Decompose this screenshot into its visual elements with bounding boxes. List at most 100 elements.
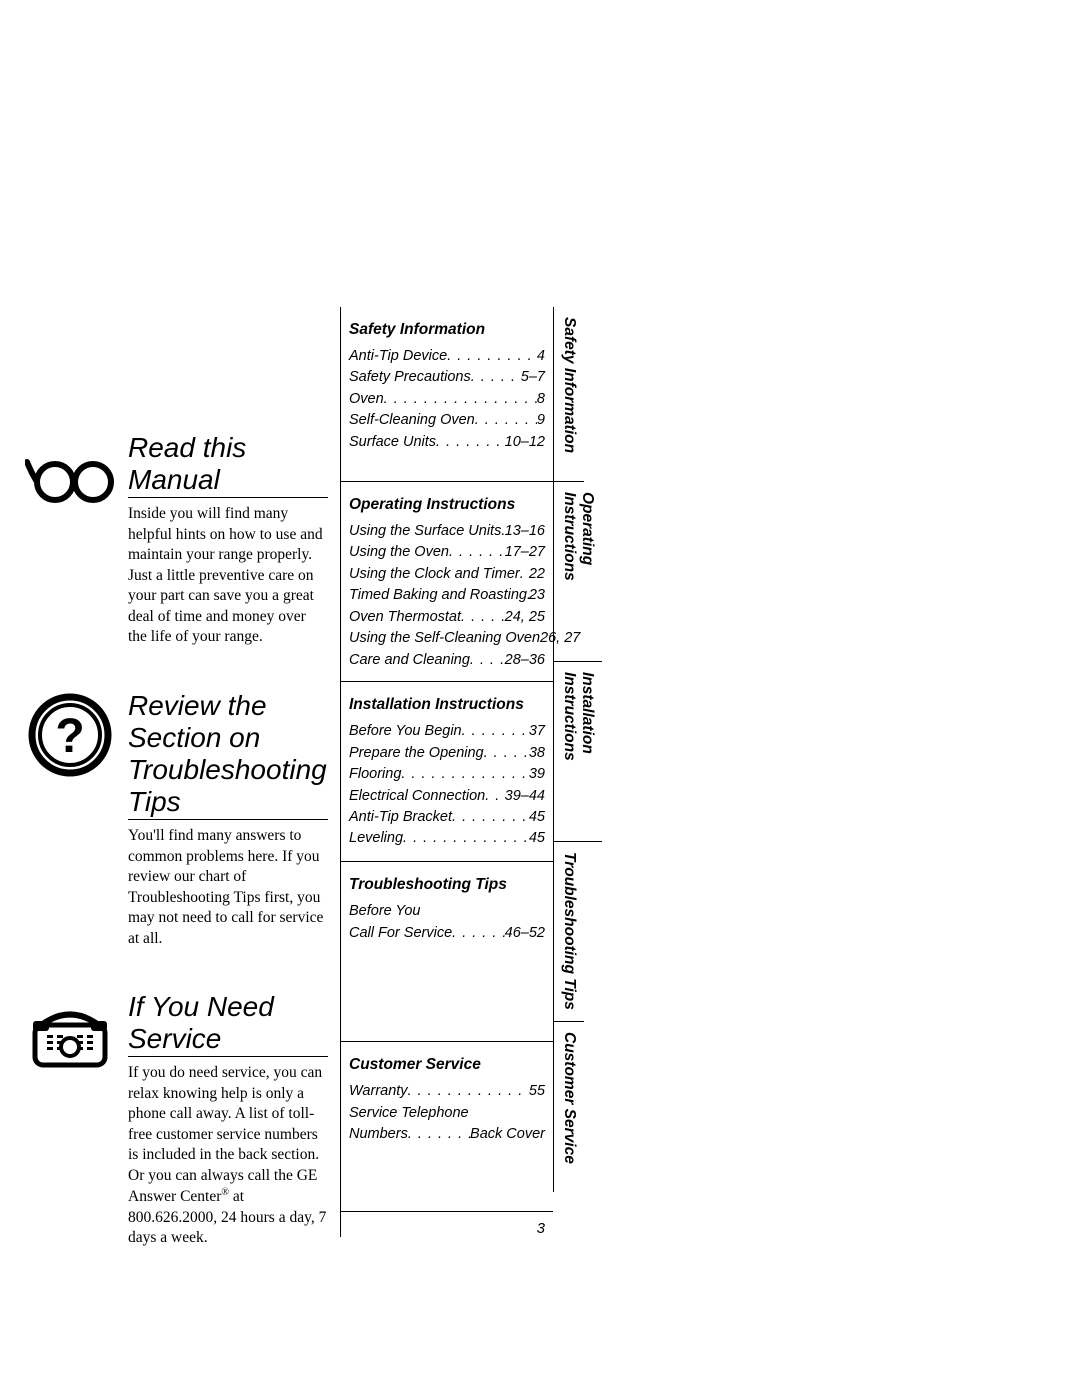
- toc-label: Anti-Tip Bracket: [349, 807, 452, 828]
- side-tab: Installation Instructions: [553, 662, 602, 842]
- toc-heading: Installation Instructions: [349, 696, 545, 714]
- toc-row: Before You Begin37: [349, 721, 545, 742]
- toc-page: 9: [537, 410, 545, 431]
- toc-page: 23: [529, 585, 545, 606]
- toc-page: 39: [529, 764, 545, 785]
- toc-heading: Operating Instructions: [349, 496, 545, 514]
- question-icon: ?: [20, 690, 120, 785]
- toc-heading: Troubleshooting Tips: [349, 876, 545, 894]
- toc-page: 4: [537, 346, 545, 367]
- toc-dots: [436, 432, 505, 453]
- toc-label: Using the Oven: [349, 542, 449, 563]
- toc-page: 17–27: [505, 542, 545, 563]
- toc-dots: [501, 521, 504, 542]
- svg-text:?: ?: [55, 710, 84, 763]
- toc-dots: [401, 764, 528, 785]
- body-troubleshooting: You'll find many answers to common probl…: [128, 826, 328, 949]
- toc-section: Troubleshooting Tips Before YouCall For S…: [341, 862, 553, 1042]
- toc-label: Leveling: [349, 828, 403, 849]
- toc-label: Safety Precautions: [349, 367, 471, 388]
- toc-row: Numbers Back Cover: [349, 1124, 545, 1145]
- toc-dots: [408, 1081, 529, 1102]
- toc-row: Service Telephone: [349, 1103, 545, 1124]
- section-troubleshooting: ? Review the Section on Troubleshooting …: [20, 690, 330, 949]
- glasses-icon: [20, 432, 120, 527]
- toc-dots: [447, 346, 537, 367]
- toc-row: Using the Oven 17–27: [349, 542, 545, 563]
- toc-page: 10–12: [505, 432, 545, 453]
- toc-label: Self-Cleaning Oven: [349, 410, 475, 431]
- toc-row: Using the Surface Units13–16: [349, 521, 545, 542]
- toc-label: Care and Cleaning: [349, 650, 470, 671]
- toc-page: 5–7: [521, 367, 545, 388]
- toc-row: Surface Units 10–12: [349, 432, 545, 453]
- toc-label: Using the Clock and Timer: [349, 564, 520, 585]
- section-service: If You Need Service If you do need servi…: [20, 991, 330, 1249]
- toc-page: Back Cover: [470, 1124, 545, 1145]
- side-tab: Customer Service: [553, 1022, 584, 1192]
- toc-heading: Customer Service: [349, 1056, 545, 1074]
- toc-row: Oven Thermostat24, 25: [349, 607, 545, 628]
- toc-dots: [520, 564, 529, 585]
- table-of-contents: Safety Information Anti-Tip Device4Safety…: [340, 307, 553, 1237]
- heading-service: If You Need Service: [128, 991, 328, 1057]
- tab-strip: Safety InformationOperating Instructions…: [553, 307, 621, 1192]
- toc-dots: [485, 786, 504, 807]
- toc-label: Call For Service: [349, 923, 452, 944]
- manual-page: Read this Manual Inside you will find ma…: [0, 0, 1080, 1397]
- toc-page: 45: [529, 807, 545, 828]
- toc-dots: [452, 923, 505, 944]
- toc-section: Safety Information Anti-Tip Device4Safety…: [341, 307, 553, 482]
- toc-dots: [471, 367, 521, 388]
- body-read-manual: Inside you will find many helpful hints …: [128, 504, 328, 647]
- toc-row: Leveling 45: [349, 828, 545, 849]
- toc-page: 55: [529, 1081, 545, 1102]
- toc-dots: [449, 542, 505, 563]
- toc-heading: Safety Information: [349, 321, 545, 339]
- toc-section: Installation Instructions Before You Begi…: [341, 682, 553, 862]
- toc-page: 28–36: [505, 650, 545, 671]
- toc-page: 46–52: [505, 923, 545, 944]
- side-tab: Troubleshooting Tips: [553, 842, 584, 1022]
- toc-page: 45: [529, 828, 545, 849]
- toc-row: Flooring 39: [349, 764, 545, 785]
- toc-row: Care and Cleaning 28–36: [349, 650, 545, 671]
- toc-dots: [452, 807, 529, 828]
- toc-page: 22: [529, 564, 545, 585]
- phone-icon: [20, 991, 120, 1086]
- toc-page: 38: [529, 743, 545, 764]
- toc-label: Numbers: [349, 1124, 408, 1145]
- toc-row: Oven8: [349, 389, 545, 410]
- toc-label: Warranty: [349, 1081, 408, 1102]
- toc-dots: [484, 743, 529, 764]
- toc-row: Electrical Connection39–44: [349, 786, 545, 807]
- toc-row: Using the Clock and Timer 22: [349, 564, 545, 585]
- toc-label: Prepare the Opening: [349, 743, 484, 764]
- toc-row: Call For Service 46–52: [349, 923, 545, 944]
- toc-dots: [475, 410, 537, 431]
- toc-row: Anti-Tip Device4: [349, 346, 545, 367]
- toc-page: 24, 25: [505, 607, 545, 628]
- toc-page: 8: [537, 389, 545, 410]
- toc-dots: [462, 721, 529, 742]
- toc-dots: [384, 389, 537, 410]
- toc-label: Flooring: [349, 764, 401, 785]
- toc-page: 13–16: [505, 521, 545, 542]
- toc-label: Surface Units: [349, 432, 436, 453]
- toc-dots: [403, 828, 529, 849]
- toc-row: Before You: [349, 901, 545, 922]
- heading-troubleshooting: Review the Section on Troubleshooting Ti…: [128, 690, 328, 821]
- body-service: If you do need service, you can relax kn…: [128, 1063, 328, 1248]
- toc-label: Using the Surface Units: [349, 521, 501, 542]
- toc-row: Warranty 55: [349, 1081, 545, 1102]
- toc-row: Safety Precautions 5–7: [349, 367, 545, 388]
- heading-read-manual: Read this Manual: [128, 432, 328, 498]
- side-tab: Operating Instructions: [553, 482, 602, 662]
- page-number: 3: [341, 1212, 553, 1237]
- toc-row: Self-Cleaning Oven 9: [349, 410, 545, 431]
- toc-dots: [408, 1124, 470, 1145]
- toc-dots: [470, 650, 505, 671]
- toc-label: Service Telephone: [349, 1103, 469, 1124]
- toc-label: Electrical Connection: [349, 786, 485, 807]
- toc-row: Prepare the Opening 38: [349, 743, 545, 764]
